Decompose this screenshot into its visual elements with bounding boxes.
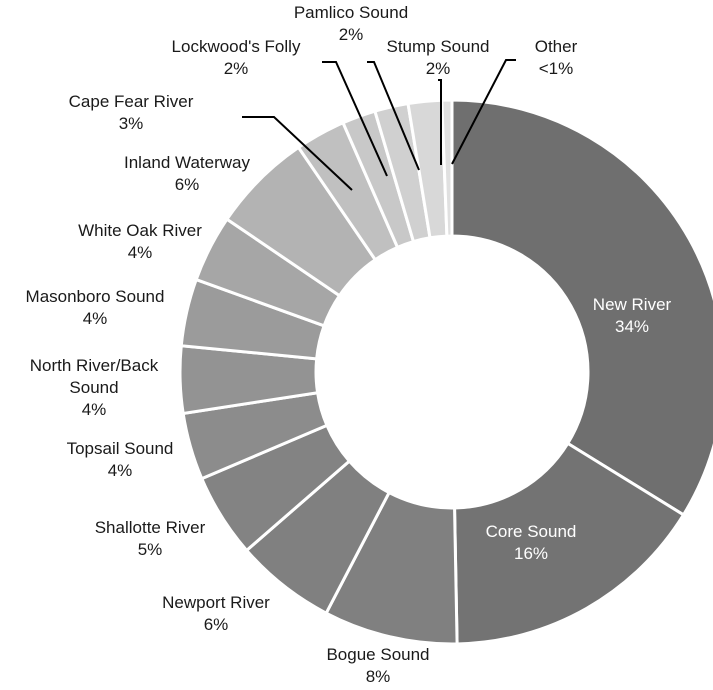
leader-line <box>451 59 516 165</box>
slice-value-label: <1% <box>539 59 574 78</box>
slice-name-label: Sound <box>69 378 118 397</box>
leader-lines <box>242 59 516 191</box>
slice-label: Other <1% <box>535 37 578 78</box>
slice-name-label: Other <box>535 37 578 56</box>
leader-line <box>367 61 420 171</box>
slice-value-label: 34% <box>615 317 649 336</box>
slice-value-label: 4% <box>83 309 108 328</box>
slice-value-label: 5% <box>138 540 163 559</box>
slice-label: Bogue Sound 8% <box>326 645 429 686</box>
slice-label: Newport River 6% <box>162 593 270 634</box>
slice-label: Pamlico Sound 2% <box>294 3 408 44</box>
slice-name-label: Inland Waterway <box>124 153 250 172</box>
slice-name-label: Core Sound <box>486 522 577 541</box>
slice-value-label: 4% <box>108 461 133 480</box>
slice-other <box>440 98 454 238</box>
slice-value-label: 4% <box>128 243 153 262</box>
slice-value-label: 4% <box>82 400 107 419</box>
slice-name-label: Shallotte River <box>95 518 206 537</box>
slice-label: Cape Fear River 3% <box>69 92 194 133</box>
slice-value-label: 8% <box>366 667 391 686</box>
slice-name-label: New River <box>593 295 672 314</box>
slice-label: Masonboro Sound 4% <box>26 287 165 328</box>
slice-value-label: 16% <box>514 544 548 563</box>
leader-line <box>322 61 388 177</box>
slice-name-label: Stump Sound <box>386 37 489 56</box>
slice-label: Topsail Sound 4% <box>67 439 174 480</box>
slice-name-label: Pamlico Sound <box>294 3 408 22</box>
slice-value-label: 3% <box>119 114 144 133</box>
slice-label: Inland Waterway 6% <box>124 153 250 194</box>
slice-name-label: Topsail Sound <box>67 439 174 458</box>
slice-core-sound <box>453 441 686 646</box>
slice-value-label: 6% <box>175 175 200 194</box>
slice-value-label: 2% <box>339 25 364 44</box>
slice-value-label: 6% <box>204 615 229 634</box>
slice-label: White Oak River 4% <box>78 221 202 262</box>
donut-slices <box>178 98 713 646</box>
slice-label: Stump Sound 2% <box>386 37 489 78</box>
slice-name-label: Bogue Sound <box>326 645 429 664</box>
slice-new-river <box>450 98 713 517</box>
slice-name-label: North River/Back <box>30 356 159 375</box>
slice-value-label: 2% <box>224 59 249 78</box>
slice-name-label: Cape Fear River <box>69 92 194 111</box>
slice-value-label: 2% <box>426 59 451 78</box>
slice-label: Shallotte River 5% <box>95 518 206 559</box>
slice-name-label: Lockwood's Folly <box>172 37 301 56</box>
slice-name-label: White Oak River <box>78 221 202 240</box>
slice-label: Core Sound 16% <box>486 522 577 563</box>
slice-label: New River 34% <box>593 295 672 336</box>
slice-name-label: Newport River <box>162 593 270 612</box>
slice-label: Lockwood's Folly 2% <box>172 37 301 78</box>
leader-line <box>242 116 353 191</box>
leader-line <box>438 79 442 165</box>
slice-label: North River/Back Sound 4% <box>30 356 159 419</box>
slice-labels: New River 34% Core Sound 16% Bogue Sound 8% Ne… <box>26 3 672 686</box>
slice-name-label: Masonboro Sound <box>26 287 165 306</box>
